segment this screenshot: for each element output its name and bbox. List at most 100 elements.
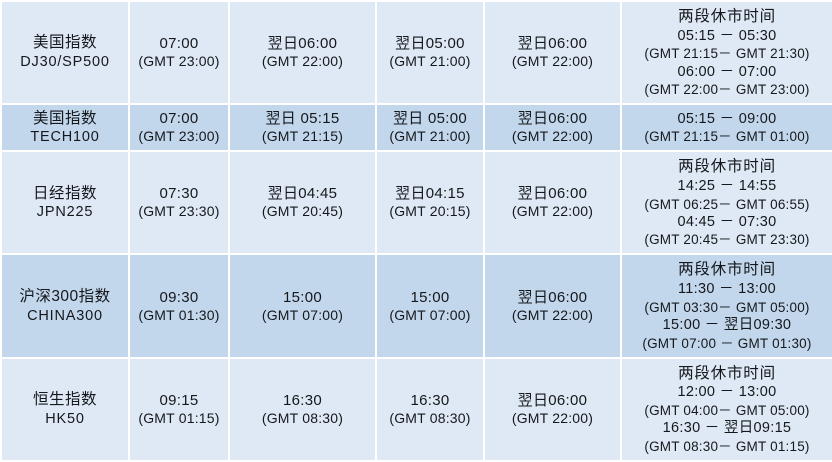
break-line-2: (GMT 03:30－ GMT 05:00)	[644, 299, 810, 315]
next-gmt-time: (GMT 22:00)	[511, 128, 594, 145]
index-code: HK50	[45, 410, 85, 427]
table-row: 恒生指数 HK50 09:15 (GMT 01:15) 16:30 (GMT 0…	[0, 356, 832, 462]
index-code: JPN225	[36, 204, 94, 221]
close-gmt-time: (GMT 21:15)	[261, 128, 344, 145]
break-line-1: 12:00 － 13:00	[677, 384, 777, 401]
close-gmt-time: (GMT 22:00)	[261, 53, 344, 70]
close-gmt-time: (GMT 08:30)	[261, 409, 344, 426]
break-line-4: (GMT 07:00 － GMT 01:30)	[642, 335, 812, 351]
close-local-time: 翌日04:45	[267, 185, 338, 203]
index-code: CHINA300	[27, 307, 103, 324]
open-local-time: 07:00	[159, 110, 199, 128]
index-code: TECH100	[30, 129, 100, 146]
cell-settle: 15:00 (GMT 07:00)	[375, 253, 485, 359]
next-local-time: 翌日06:00	[517, 391, 588, 409]
open-local-time: 07:00	[159, 35, 199, 53]
settle-gmt-time: (GMT 08:30)	[389, 409, 471, 426]
table-row: 美国指数 DJ30/SP500 07:00 (GMT 23:00) 翌日06:0…	[0, 0, 832, 106]
break-line-3: 16:30 － 翌日09:15	[662, 420, 792, 437]
cell-index: 美国指数 TECH100	[0, 103, 130, 153]
cell-break: 05:15 － 09:00 (GMT 21:15－ GMT 01:00)	[620, 103, 832, 153]
break-title: 两段休市时间	[678, 364, 776, 382]
open-local-time: 09:15	[159, 391, 199, 409]
cell-break: 两段休市时间 11:30 － 13:00 (GMT 03:30－ GMT 05:…	[620, 253, 832, 359]
close-local-time: 15:00	[282, 288, 323, 306]
cell-index: 日经指数 JPN225	[0, 150, 130, 256]
next-gmt-time: (GMT 22:00)	[511, 203, 594, 220]
break-line-1: 05:15 － 05:30	[677, 27, 777, 44]
cell-open: 07:00 (GMT 23:00)	[128, 103, 230, 153]
cell-settle: 翌日 05:00 (GMT 21:00)	[375, 103, 485, 153]
cell-close: 翌日04:45 (GMT 20:45)	[228, 150, 377, 256]
open-gmt-time: (GMT 23:00)	[138, 53, 220, 70]
close-gmt-time: (GMT 20:45)	[261, 203, 344, 220]
cell-settle: 翌日05:00 (GMT 21:00)	[375, 0, 485, 106]
close-local-time: 16:30	[282, 391, 323, 409]
next-local-time: 翌日06:00	[517, 110, 588, 128]
open-gmt-time: (GMT 23:00)	[138, 128, 220, 145]
table-row: 美国指数 TECH100 07:00 (GMT 23:00) 翌日 05:15 …	[0, 103, 832, 153]
cell-break: 两段休市时间 05:15 － 05:30 (GMT 21:15－ GMT 21:…	[620, 0, 832, 106]
next-gmt-time: (GMT 22:00)	[511, 53, 594, 70]
settle-gmt-time: (GMT 07:00)	[389, 306, 471, 323]
cell-settle: 16:30 (GMT 08:30)	[375, 356, 485, 462]
cell-index: 沪深300指数 CHINA300	[0, 253, 130, 359]
cell-open: 09:30 (GMT 01:30)	[128, 253, 230, 359]
settle-gmt-time: (GMT 21:00)	[389, 53, 471, 70]
index-name: 恒生指数	[32, 391, 97, 409]
cell-close: 16:30 (GMT 08:30)	[228, 356, 377, 462]
next-gmt-time: (GMT 22:00)	[511, 306, 594, 323]
close-local-time: 翌日 05:15	[265, 110, 340, 128]
break-line-4: (GMT 08:30－ GMT 01:15)	[644, 438, 810, 454]
cell-open: 09:15 (GMT 01:15)	[128, 356, 230, 462]
table-row: 沪深300指数 CHINA300 09:30 (GMT 01:30) 15:00…	[0, 253, 832, 359]
cell-close: 翌日 05:15 (GMT 21:15)	[228, 103, 377, 153]
cell-next: 翌日06:00 (GMT 22:00)	[483, 253, 622, 359]
break-line-2: (GMT 21:15－ GMT 01:00)	[644, 129, 810, 145]
break-title: 两段休市时间	[678, 158, 776, 176]
settle-local-time: 翌日05:00	[395, 35, 465, 53]
open-gmt-time: (GMT 01:30)	[138, 306, 220, 323]
cell-break: 两段休市时间 12:00 － 13:00 (GMT 04:00－ GMT 05:…	[620, 356, 832, 462]
close-local-time: 翌日06:00	[267, 35, 338, 53]
cell-close: 15:00 (GMT 07:00)	[228, 253, 377, 359]
index-name: 沪深300指数	[19, 287, 111, 305]
open-local-time: 07:30	[159, 185, 199, 203]
break-line-2: (GMT 04:00－ GMT 05:00)	[644, 403, 810, 418]
index-name: 美国指数	[32, 34, 97, 52]
next-local-time: 翌日06:00	[517, 185, 588, 203]
cell-break: 两段休市时间 14:25 － 14:55 (GMT 06:25－ GMT 06:…	[620, 150, 832, 256]
cell-next: 翌日06:00 (GMT 22:00)	[483, 356, 622, 462]
settle-local-time: 15:00	[410, 288, 450, 306]
cell-open: 07:00 (GMT 23:00)	[128, 0, 230, 106]
cell-index: 美国指数 DJ30/SP500	[0, 0, 130, 106]
cell-next: 翌日06:00 (GMT 22:00)	[483, 150, 622, 256]
cell-settle: 翌日04:15 (GMT 20:15)	[375, 150, 485, 256]
break-line-1: 14:25 － 14:55	[677, 177, 777, 194]
cell-next: 翌日06:00 (GMT 22:00)	[483, 0, 622, 106]
settle-local-time: 16:30	[410, 391, 450, 409]
cell-close: 翌日06:00 (GMT 22:00)	[228, 0, 377, 106]
open-gmt-time: (GMT 01:15)	[138, 409, 220, 426]
open-local-time: 09:30	[159, 288, 199, 306]
break-line-4: (GMT 22:00－ GMT 23:00)	[644, 82, 810, 98]
cell-open: 07:30 (GMT 23:30)	[128, 150, 230, 256]
break-line-1: 05:15 － 09:00	[677, 110, 777, 127]
break-title: 两段休市时间	[678, 261, 776, 279]
cell-next: 翌日06:00 (GMT 22:00)	[483, 103, 622, 153]
next-local-time: 翌日06:00	[517, 35, 588, 53]
break-line-3: 04:45 － 07:30	[677, 213, 777, 230]
next-gmt-time: (GMT 22:00)	[511, 409, 594, 426]
settle-gmt-time: (GMT 21:00)	[389, 128, 471, 145]
break-line-2: (GMT 21:15－ GMT 21:30)	[644, 46, 810, 62]
break-line-3: 15:00 － 翌日09:30	[662, 317, 792, 333]
break-line-2: (GMT 06:25－ GMT 06:55)	[644, 196, 810, 212]
cell-index: 恒生指数 HK50	[0, 356, 130, 462]
break-line-4: (GMT 20:45－ GMT 23:30)	[644, 232, 810, 248]
index-code: DJ30/SP500	[20, 54, 110, 71]
next-local-time: 翌日06:00	[517, 288, 588, 306]
close-gmt-time: (GMT 07:00)	[261, 306, 344, 323]
index-name: 美国指数	[32, 109, 97, 127]
open-gmt-time: (GMT 23:30)	[138, 203, 220, 220]
